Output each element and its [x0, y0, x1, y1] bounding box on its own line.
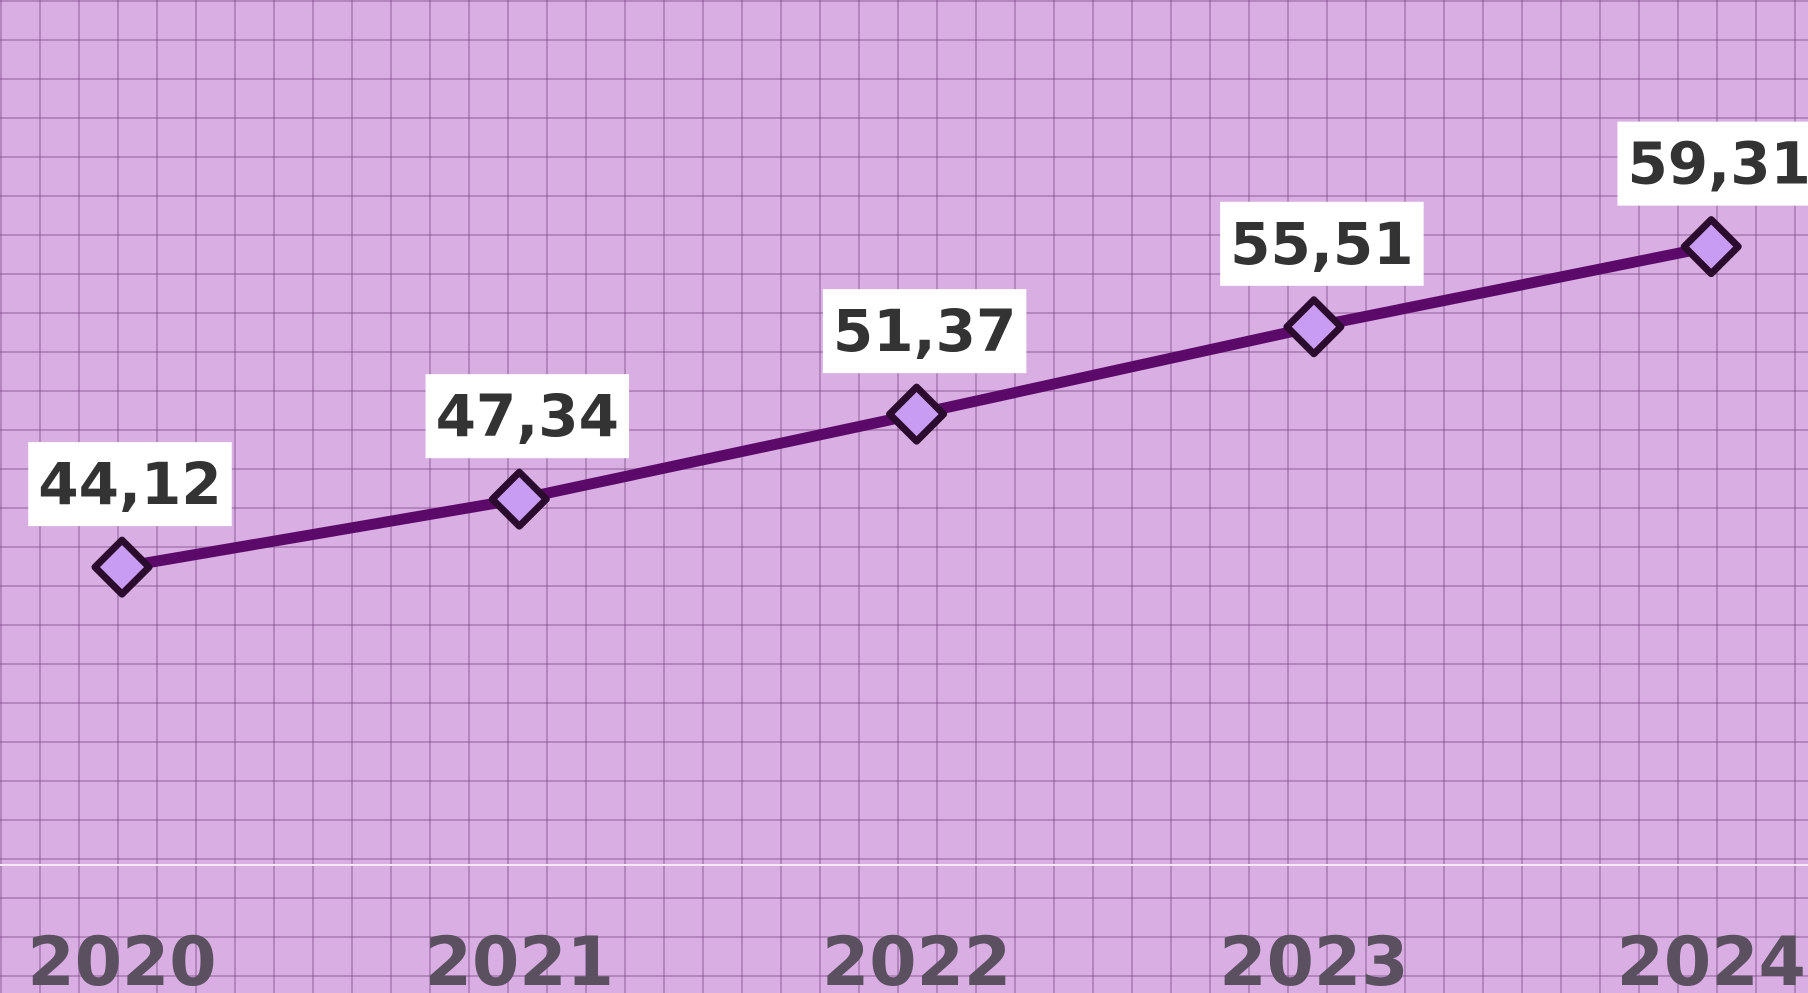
chart: 2020 2021 2022 2023 2024 44,12 47,34 51,37 55,51… — [0, 0, 1808, 993]
x-tick-label: 2022 — [822, 923, 1011, 993]
value-label: 44,12 — [38, 450, 221, 518]
x-tick-label: 2021 — [425, 923, 614, 993]
marker — [890, 387, 944, 441]
x-tick-label: 2020 — [27, 923, 216, 993]
x-tick-label: 2023 — [1219, 923, 1408, 993]
marker — [95, 540, 149, 594]
value-label: 47,34 — [436, 382, 619, 450]
marker — [492, 472, 546, 526]
value-label: 59,31 — [1627, 130, 1808, 198]
value-label: 55,51 — [1230, 210, 1413, 278]
marker — [1287, 300, 1341, 354]
value-label: 51,37 — [833, 297, 1016, 365]
marker — [1684, 220, 1738, 274]
x-tick-label: 2024 — [1617, 923, 1806, 993]
page: 2020 2021 2022 2023 2024 44,12 47,34 51,37 55,51… — [0, 0, 1808, 993]
